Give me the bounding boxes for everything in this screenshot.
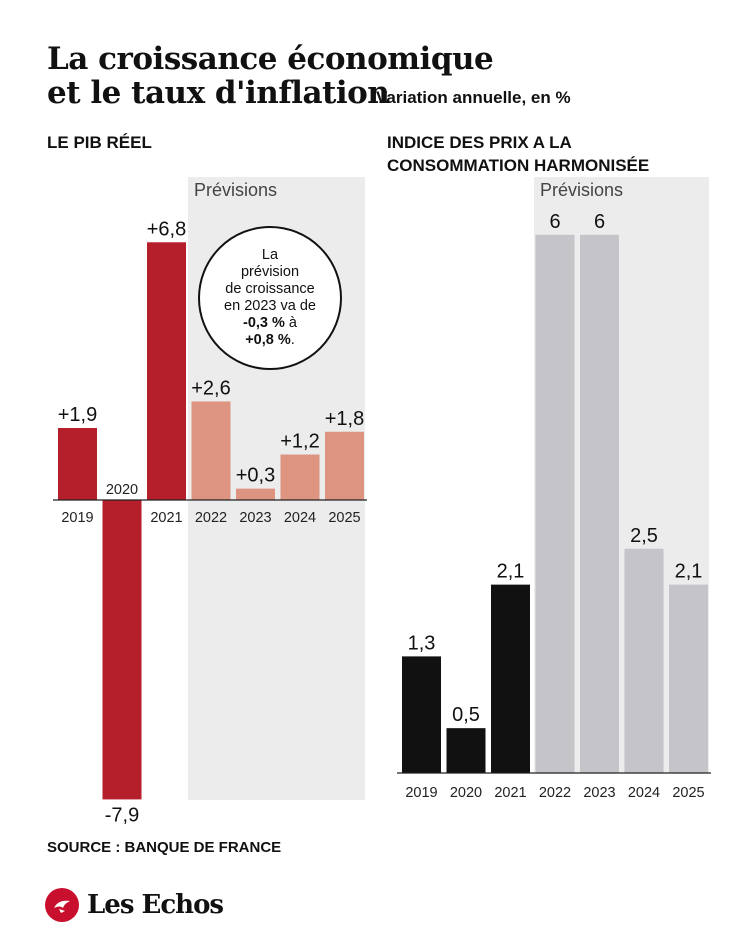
hicp-value-label-2019: 1,3 <box>408 632 436 654</box>
brand-name: Les Echos <box>87 890 224 920</box>
gdp-bar-2025 <box>325 431 364 500</box>
hicp-value-label-2020: 0,5 <box>452 704 480 726</box>
gdp-bar-2023 <box>236 488 275 500</box>
hicp-bar-2020 <box>446 728 486 773</box>
gdp-value-label-2023: +0,3 <box>236 465 275 487</box>
hicp-bar-2024 <box>624 548 664 773</box>
hicp-value-label-2024: 2,5 <box>630 525 658 547</box>
annotation-low-value: -0,3 % <box>242 315 285 331</box>
gdp-tick-label-2024: 2024 <box>284 510 316 526</box>
brand-logo: Les Echos <box>45 888 224 922</box>
hicp-value-label-2023: 6 <box>594 211 605 233</box>
gdp-tick-label-2023: 2023 <box>239 510 271 526</box>
gdp-tick-label-2025: 2025 <box>328 510 360 526</box>
gdp-forecast-label: Prévisions <box>194 180 277 200</box>
gdp-panel-title: LE PIB RÉEL <box>47 133 152 152</box>
gdp-value-label-2020: -7,9 <box>105 804 139 826</box>
gdp-tick-label-2019: 2019 <box>61 510 93 526</box>
hicp-value-label-2022: 6 <box>549 211 560 233</box>
annotation-high-value: +0,8 % <box>245 332 291 348</box>
title-line-2: et le taux d'inflation <box>47 75 390 111</box>
gdp-value-label-2019: +1,9 <box>58 404 97 426</box>
hicp-bar-2021 <box>491 584 530 773</box>
hicp-bar-2023 <box>580 234 619 774</box>
gdp-value-label-2025: +1,8 <box>325 408 364 430</box>
gdp-value-label-2024: +1,2 <box>280 431 319 453</box>
hicp-bar-2025 <box>669 584 708 773</box>
gdp-value-label-2022: +2,6 <box>191 377 230 399</box>
hicp-tick-label-2023: 2023 <box>583 785 615 801</box>
gdp-bar-2019 <box>58 427 97 500</box>
hicp-bar-2022 <box>535 234 575 774</box>
hicp-tick-label-2020: 2020 <box>450 785 482 801</box>
forecast-annotation-bubble: La prévision de croissance en 2023 va de… <box>198 226 342 370</box>
gdp-bar-2022 <box>191 401 231 500</box>
gdp-bar-2024 <box>280 454 320 500</box>
title-line-1: La croissance économique <box>47 41 494 77</box>
hicp-tick-label-2024: 2024 <box>628 785 660 801</box>
hicp-tick-label-2025: 2025 <box>672 785 704 801</box>
hicp-tick-label-2022: 2022 <box>539 785 571 801</box>
hicp-panel-title: INDICE DES PRIX A LA CONSOMMATION HARMON… <box>387 133 650 175</box>
annotation-connector: à <box>284 315 297 331</box>
gdp-tick-label-2020: 2020 <box>106 482 138 498</box>
annotation-line-3: de croissance <box>225 281 315 297</box>
annotation-line-2: prévision <box>240 264 300 280</box>
hicp-value-label-2025: 2,1 <box>675 561 703 583</box>
gdp-tick-label-2022: 2022 <box>195 510 227 526</box>
annotation-end: . <box>290 332 295 348</box>
gdp-bar-2021 <box>147 242 186 500</box>
annotation-line-1: La <box>261 247 279 263</box>
chart-title: La croissance économique et le taux d'in… <box>47 41 494 111</box>
gdp-bar-2020 <box>102 500 142 800</box>
source-note: SOURCE : BANQUE DE FRANCE <box>47 839 282 856</box>
hicp-tick-label-2019: 2019 <box>405 785 437 801</box>
hicp-forecast-label: Prévisions <box>540 180 623 200</box>
chart-subtitle: Variation annuelle, en % <box>376 88 571 107</box>
gdp-tick-label-2021: 2021 <box>150 510 182 526</box>
hicp-tick-label-2021: 2021 <box>494 785 526 801</box>
annotation-line-4: en 2023 va de <box>224 298 316 314</box>
brand-emblem-icon <box>45 888 79 922</box>
hicp-value-label-2021: 2,1 <box>497 561 525 583</box>
gdp-value-label-2021: +6,8 <box>147 218 186 240</box>
hicp-bar-2019 <box>402 656 441 773</box>
